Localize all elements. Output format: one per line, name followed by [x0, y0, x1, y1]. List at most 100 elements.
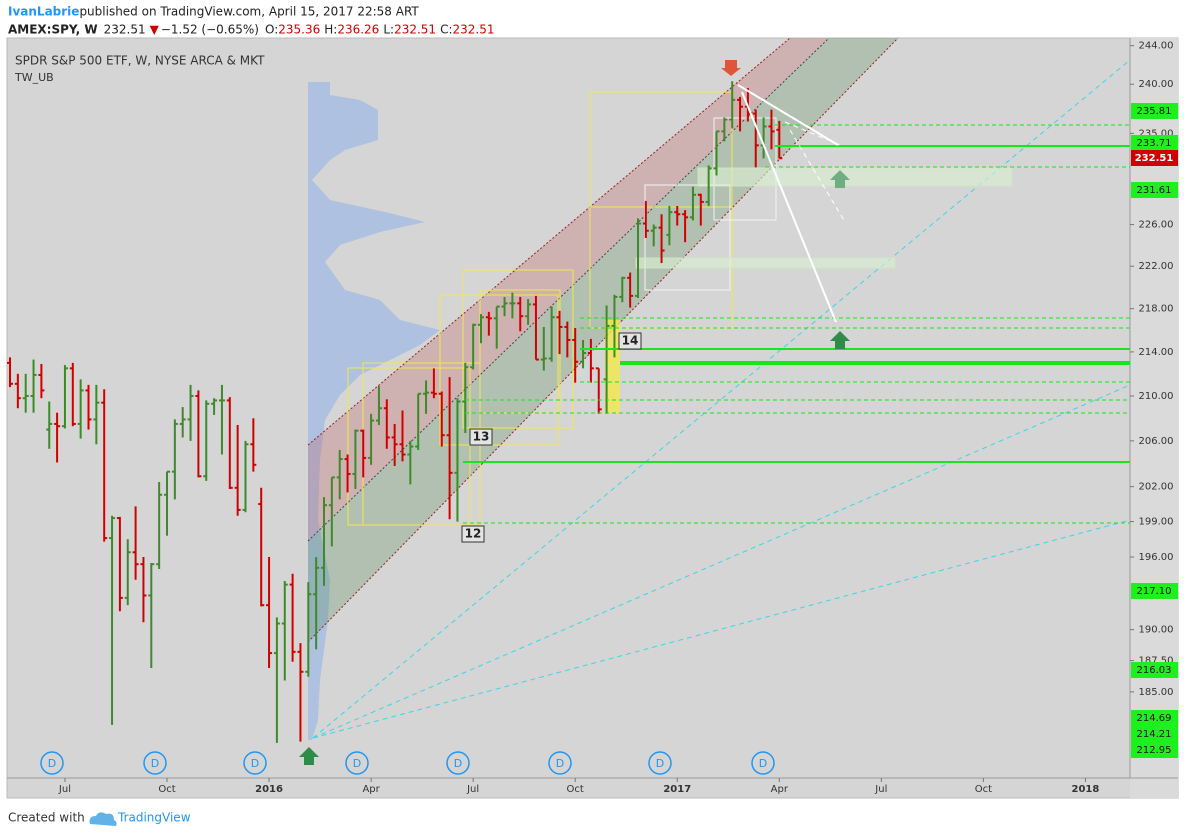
- annotation-box: [469, 428, 493, 446]
- tv-logo: [89, 812, 117, 826]
- event-label: D: [48, 757, 56, 770]
- x-tick-label: 2018: [1072, 784, 1100, 795]
- annotation-box: [618, 332, 642, 350]
- footer-text: Created with: [8, 811, 85, 825]
- header-text: 232.51: [394, 23, 436, 37]
- y-tick-label: 240.00: [1139, 79, 1174, 90]
- event-marker: [143, 751, 167, 775]
- drawings-front: 12 13 14 D D D D D D D D: [40, 60, 1130, 775]
- chart-subtitle: TW_UB: [14, 71, 54, 84]
- x-tick-label: Oct: [567, 784, 584, 795]
- y-tick-label: 235.00: [1139, 128, 1174, 139]
- y-tick-label: 199.00: [1139, 517, 1174, 528]
- header-text: published on TradingView.com, April 15, …: [79, 5, 419, 19]
- channel-line: [307, 37, 899, 643]
- event-label: D: [353, 757, 361, 770]
- event-marker: [648, 751, 672, 775]
- header-text: L:: [383, 23, 394, 37]
- event-label: D: [656, 757, 664, 770]
- header-text: C:: [440, 23, 452, 37]
- y-tick-label: 222.00: [1139, 261, 1174, 272]
- y-tick-label: 206.00: [1139, 436, 1174, 447]
- price-label-bg: [1131, 726, 1178, 742]
- price-label-bg: [1131, 710, 1178, 726]
- price-label-bg: [1131, 103, 1178, 119]
- y-tick-label: 202.00: [1139, 482, 1174, 493]
- header-text: H:: [324, 23, 337, 37]
- header-text: 232.51: [104, 23, 146, 37]
- annotation: 14: [622, 334, 639, 348]
- x-tick-label: Jul: [874, 784, 887, 795]
- y-tick-label: 218.00: [1139, 304, 1174, 315]
- annotation-box: [461, 525, 485, 543]
- axes: 244.00 240.00 235.00 226.00 222.00 218.00 214.…: [58, 41, 1178, 795]
- price-label-bg: [1131, 583, 1178, 599]
- highlight-box: [605, 320, 620, 413]
- x-tick-label: 2017: [663, 784, 691, 795]
- dashed-levels: [463, 124, 1130, 524]
- chart-title: SPDR S&P 500 ETF, W, NYSE ARCA & MKT: [15, 54, 265, 68]
- event-label: D: [454, 757, 462, 770]
- price-label-bg: [1131, 182, 1178, 198]
- event-marker: [40, 751, 64, 775]
- x-tick-label: Oct: [158, 784, 175, 795]
- price-label-bg: [1131, 662, 1178, 678]
- event-marker: [751, 751, 775, 775]
- y-tick-label: 196.00: [1139, 552, 1174, 563]
- zone: [635, 257, 896, 269]
- annotation: 12: [465, 527, 482, 541]
- zone: [697, 167, 1013, 187]
- header-text: O:: [265, 23, 278, 37]
- header-text: ▼: [150, 23, 160, 37]
- up-marker: [299, 747, 319, 765]
- y-tick-label: 214.00: [1139, 347, 1174, 358]
- header-text: 236.26: [337, 23, 379, 37]
- volume-profile: [308, 82, 440, 740]
- y-tick-label: 187.50: [1139, 656, 1174, 667]
- event-label: D: [151, 757, 159, 770]
- event-label: D: [556, 757, 564, 770]
- channel-line: [307, 37, 791, 446]
- price-label: 217.10: [1137, 586, 1172, 597]
- bars: [7, 81, 783, 743]
- price-label: 212.95: [1137, 745, 1172, 756]
- chart-frame: [6, 37, 1179, 799]
- header-text: IvanLabrie: [8, 5, 79, 19]
- header-text: −1.52 (−0.65%): [161, 23, 259, 37]
- y-tick-label: 226.00: [1139, 220, 1174, 231]
- price-label: 214.21: [1137, 729, 1172, 740]
- event-label: D: [251, 757, 259, 770]
- event-marker: [243, 751, 267, 775]
- header-text: AMEX:SPY, W: [8, 23, 98, 37]
- event-label: D: [759, 757, 767, 770]
- annotation: 13: [473, 430, 490, 444]
- x-tick-label: Jul: [466, 784, 479, 795]
- y-tick-label: 210.00: [1139, 391, 1174, 402]
- header-text: 232.51: [452, 23, 494, 37]
- fan-line: [312, 384, 1131, 739]
- x-tick-label: Oct: [975, 784, 992, 795]
- price-label: 214.69: [1137, 713, 1172, 724]
- fan-line: [312, 519, 1131, 739]
- price-label-bg: [1131, 135, 1178, 151]
- solid-levels: [463, 145, 1130, 463]
- event-marker: [345, 751, 369, 775]
- x-tick-label: Jul: [58, 784, 71, 795]
- price-label: 216.03: [1137, 665, 1172, 676]
- header-text: 235.36: [278, 23, 320, 37]
- x-tick-label: 2016: [255, 784, 283, 795]
- x-tick-label: Apr: [362, 784, 380, 795]
- up-marker: [830, 331, 850, 349]
- y-tick-label: 244.00: [1139, 41, 1174, 52]
- y-tick-label: 190.00: [1139, 625, 1174, 636]
- footer-brand: TradingView: [117, 811, 191, 825]
- event-marker: [446, 751, 470, 775]
- y-tick-label: 185.00: [1139, 687, 1174, 698]
- price-label: 232.51: [1135, 153, 1174, 164]
- price-label: 235.81: [1137, 106, 1172, 117]
- up-marker: [830, 170, 850, 188]
- price-label: 233.71: [1137, 138, 1172, 149]
- x-tick-label: Apr: [771, 784, 789, 795]
- price-label-bg: [1131, 742, 1178, 758]
